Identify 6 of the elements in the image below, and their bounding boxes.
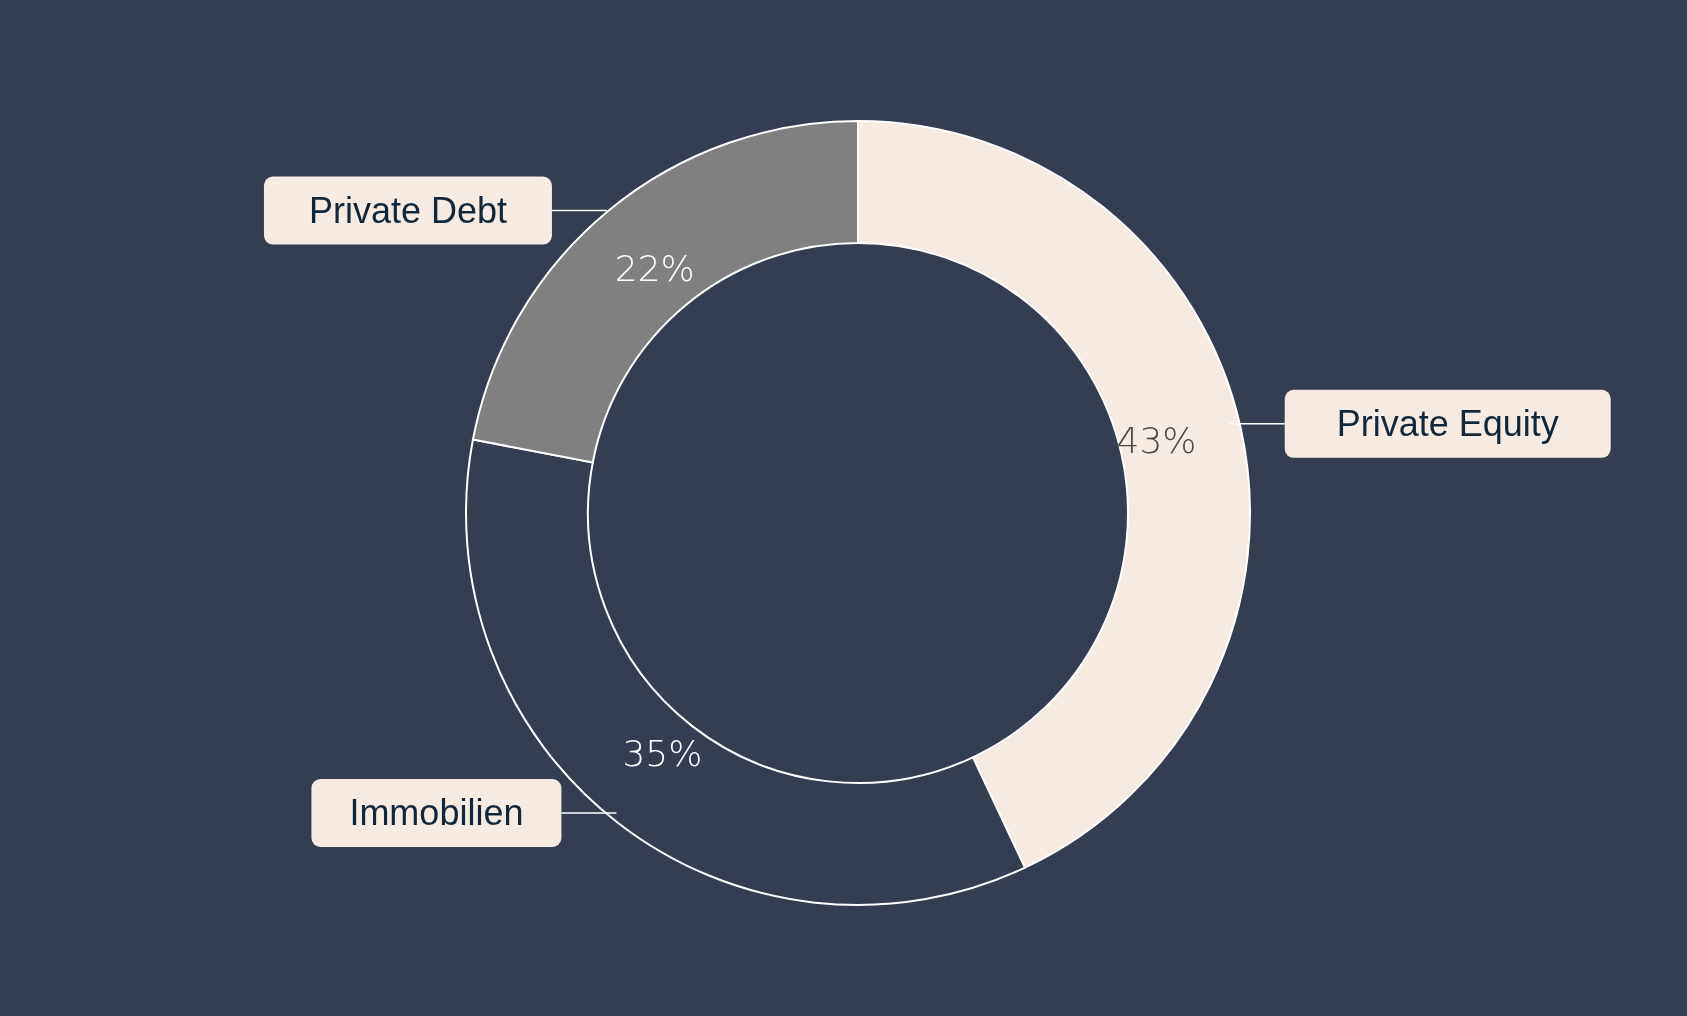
legend-label: Private Equity	[1336, 403, 1559, 445]
slice-label: Immobilien	[349, 792, 524, 834]
slice-label: Private Debt	[308, 190, 507, 232]
data-label: 22%	[614, 247, 695, 289]
data-label: 43%	[1116, 419, 1197, 461]
data-label: 35%	[622, 733, 703, 775]
